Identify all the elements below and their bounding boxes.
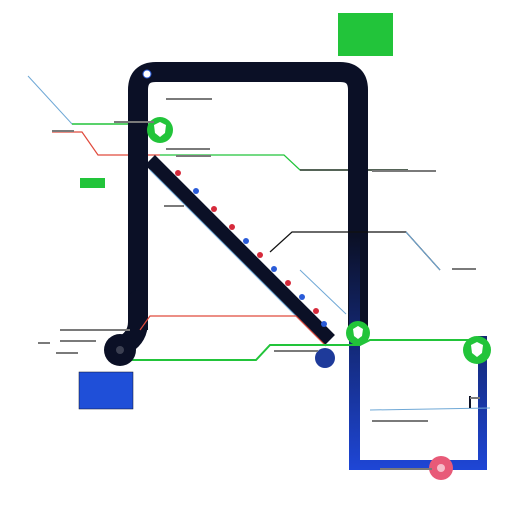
- leader-line-red-low: [139, 315, 327, 347]
- left-info-box: [78, 371, 134, 410]
- leader-line-green-low: [122, 339, 470, 361]
- station-mid-shield[interactable]: [346, 321, 370, 345]
- top-legend-box: [338, 13, 393, 56]
- main-loop-line: [128, 62, 368, 340]
- terminus-station-center: [116, 346, 124, 354]
- diagonal-end-station[interactable]: [315, 348, 335, 368]
- pin-icon: [437, 464, 445, 472]
- diagonal-markers: [175, 170, 327, 327]
- small-circle-icon: [142, 69, 152, 79]
- leader-line-blue-right: [405, 231, 441, 271]
- shield-icon: [471, 342, 483, 357]
- station-right-shield[interactable]: [463, 336, 491, 364]
- label-ticks: [38, 98, 480, 470]
- leader-line-green-mid: [160, 154, 408, 171]
- shield-icon: [154, 122, 166, 137]
- left-legend-chip: [80, 178, 105, 188]
- shield-icon: [353, 326, 363, 339]
- diagonal-line: [145, 155, 335, 345]
- diagonal-line-edge: [149, 169, 319, 339]
- blue-right-leg-inner: [370, 352, 467, 455]
- station-top-shield[interactable]: [147, 117, 173, 143]
- leader-line-blue-lower: [299, 269, 347, 315]
- leader-line-blue-bottom: [369, 407, 491, 411]
- terminus-station[interactable]: [104, 334, 136, 366]
